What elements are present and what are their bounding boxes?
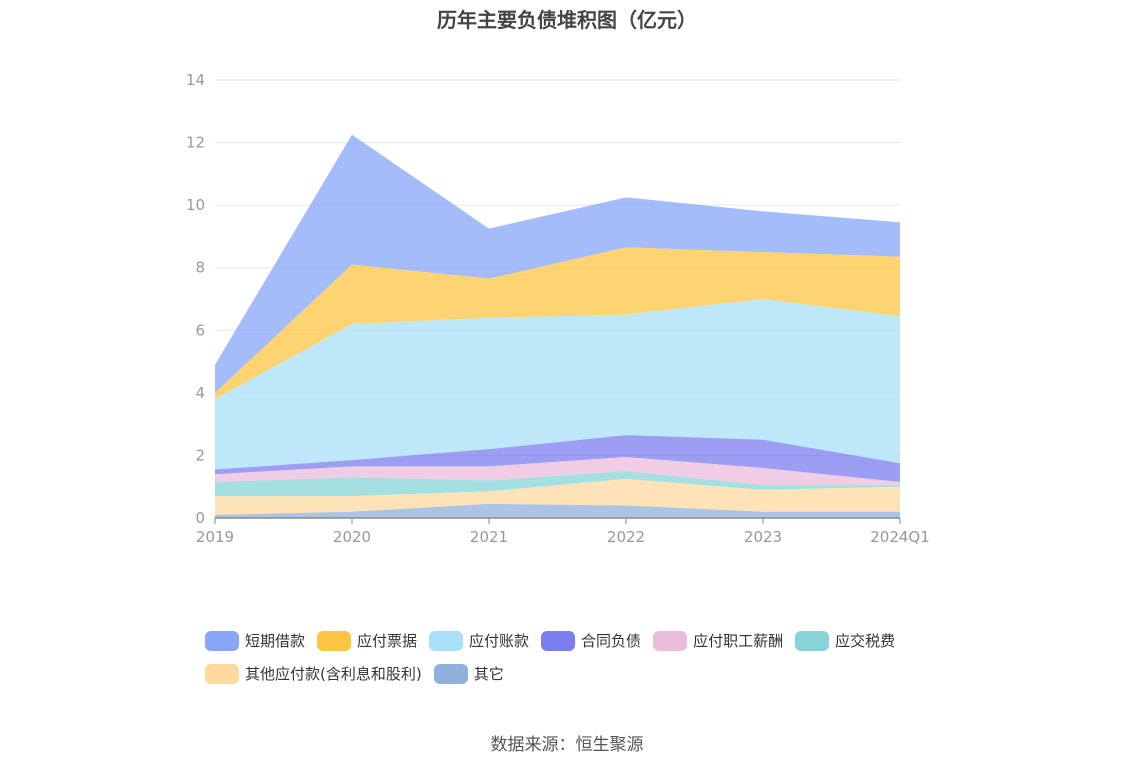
- x-tick-label: 2021: [470, 528, 508, 546]
- y-tick-label: 8: [195, 259, 205, 277]
- legend-swatch: [205, 630, 239, 651]
- y-tick-label: 12: [186, 134, 205, 152]
- legend-swatch: [317, 630, 352, 651]
- legend-label: 其他应付款(含利息和股利): [245, 665, 422, 683]
- legend-item[interactable]: 应付职工薪酬: [653, 630, 783, 651]
- y-tick-label: 14: [186, 71, 205, 89]
- legend-swatch: [429, 630, 464, 651]
- source-note: 数据来源：恒生聚源: [490, 735, 644, 755]
- legend-label: 合同负债: [581, 632, 642, 650]
- legend-label: 应付账款: [469, 632, 530, 650]
- axes: 0 2 4 6 8 10 12 14 2019 2020 2021 2022 2023 2024Q1: [186, 71, 930, 546]
- legend-swatch: [205, 663, 239, 684]
- x-tick-label: 2019: [196, 528, 234, 546]
- area-短期借款: [215, 134, 900, 393]
- legend: 短期借款 应付票据 应付账款 合同负债 应付职工薪酬 应交税费其他应付款(含利息和股利) 其…: [205, 630, 965, 684]
- x-tick-label: 2022: [607, 528, 645, 546]
- y-tick-label: 2: [195, 446, 205, 464]
- chart-title: 历年主要负债堆积图（亿元）: [437, 8, 697, 32]
- area-series: [215, 134, 900, 518]
- legend-label: 短期借款: [245, 632, 306, 650]
- area-应付票据: [215, 247, 900, 400]
- y-tick-label: 0: [195, 509, 205, 527]
- area-应付职工薪酬: [215, 456, 900, 486]
- legend-label: 应交税费: [835, 632, 896, 650]
- legend-label: 应付职工薪酬: [693, 632, 784, 650]
- legend-item[interactable]: 其他应付款(含利息和股利): [205, 663, 422, 684]
- y-tick-label: 4: [195, 384, 205, 402]
- legend-swatch: [795, 630, 830, 651]
- area-合同负债: [215, 435, 900, 483]
- legend-item[interactable]: 应付账款: [429, 630, 529, 651]
- area-其他应付款(含利息和股利): [215, 478, 900, 515]
- legend-label: 其它: [473, 665, 504, 683]
- legend-item[interactable]: 合同负债: [541, 630, 641, 651]
- x-tick-label: 2023: [744, 528, 782, 546]
- y-tick-label: 10: [186, 196, 205, 214]
- x-tick-label: 2024Q1: [870, 528, 930, 546]
- legend-item[interactable]: 其它: [433, 663, 504, 684]
- legend-item[interactable]: 应交税费: [795, 630, 895, 651]
- area-应交税费: [215, 471, 900, 497]
- area-应付账款: [215, 299, 900, 470]
- legend-swatch: [653, 630, 688, 651]
- legend-swatch: [541, 630, 576, 651]
- y-tick-label: 6: [195, 321, 205, 339]
- legend-item[interactable]: 短期借款: [205, 630, 305, 651]
- legend-label: 应付票据: [357, 632, 418, 650]
- legend-swatch: [433, 663, 468, 684]
- x-tick-label: 2020: [333, 528, 371, 546]
- legend-item[interactable]: 应付票据: [317, 630, 417, 651]
- area-其它: [215, 503, 900, 518]
